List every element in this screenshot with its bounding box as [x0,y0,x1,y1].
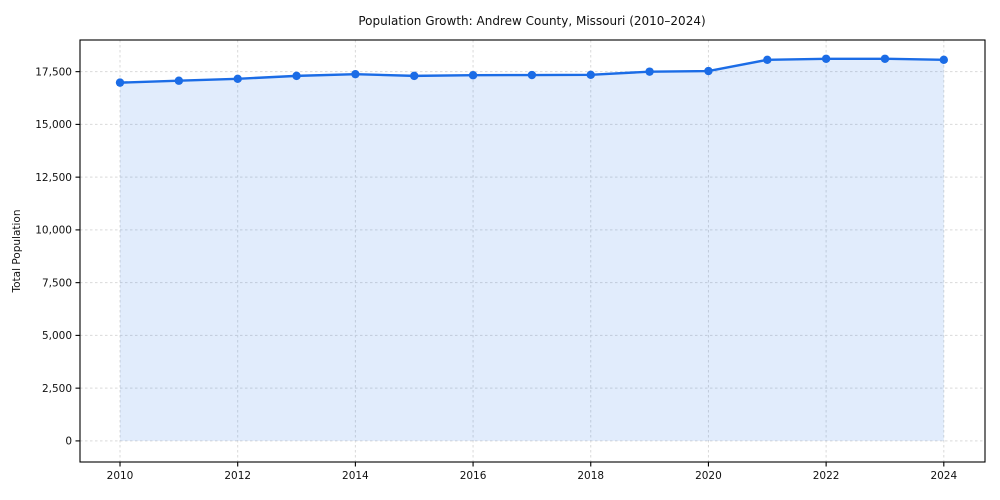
y-tick-label: 0 [65,436,72,448]
data-point-marker [292,71,301,81]
area-fill [120,58,944,441]
data-point-marker [410,71,419,81]
axis-layer: 2010 2012 2014 2016 2018 2020 2022 2024 0 2,500 5,… [35,39,986,482]
data-layer [115,54,949,441]
y-axis-label: Total Population [11,209,23,293]
x-tick-label: 2010 [107,470,134,482]
y-tick-label: 2,500 [42,383,72,395]
x-tick-label: 2012 [224,470,251,482]
x-tick-label: 2020 [695,470,722,482]
data-point-marker [351,69,360,79]
data-point-marker [527,70,537,80]
x-tick-label: 2014 [342,470,369,482]
data-point-marker [939,55,949,65]
data-point-marker [586,70,595,80]
y-tick-label: 12,500 [35,172,72,184]
y-tick-label: 5,000 [42,330,72,342]
x-tick-label: 2022 [813,470,840,482]
data-point-marker [645,67,654,76]
x-tick-label: 2024 [930,470,957,482]
plot-border [79,39,986,463]
data-point-marker [115,78,125,87]
y-tick-label: 15,000 [35,119,72,131]
y-tick-label: 10,000 [35,225,72,237]
data-point-marker [763,55,772,65]
x-tick-label: 2016 [460,470,487,482]
data-point-marker [880,54,890,63]
x-tick-label: 2018 [577,470,604,482]
data-point-marker [233,74,242,84]
data-point-marker [174,76,184,85]
y-tick-label: 7,500 [42,277,72,289]
data-point-marker [821,54,831,63]
data-point-marker [704,66,713,76]
chart-title: Population Growth: Andrew County, Missou… [358,14,705,28]
data-point-marker [468,71,478,80]
y-tick-label: 17,500 [35,66,72,78]
